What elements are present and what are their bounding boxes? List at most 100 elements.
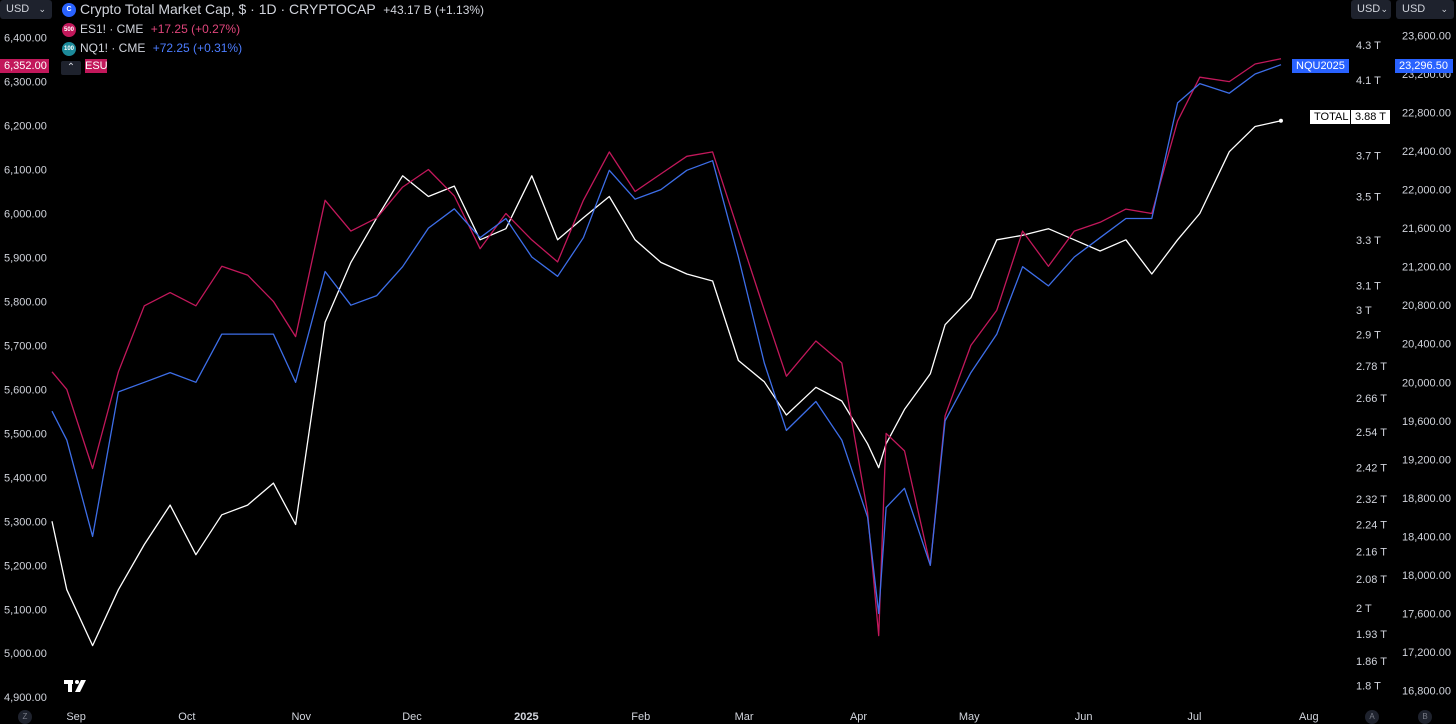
left-axis-tick-label: 5,300.00 (4, 516, 47, 528)
nq-contract-badge: NQU2025 (1292, 59, 1349, 73)
tradingview-logo-icon (64, 680, 86, 692)
legend-main-change: +43.17 B (+1.13%) (383, 3, 485, 17)
mid-axis-tick-label: 4.1 T (1356, 75, 1381, 87)
time-axis: Sep Oct Nov Dec 2025 Feb Mar Apr May Jun Jul Aug (66, 711, 1318, 723)
left-price-axis: 6,400.00 6,300.00 6,200.00 6,100.00 6,000.00… (4, 33, 47, 705)
left-axis-tick-label: 6,300.00 (4, 77, 47, 89)
right-axis-tick-label: 17,200.00 (1402, 647, 1451, 659)
legend-es[interactable]: 500 ES1! · CME +17.25 (+0.27%) (62, 22, 240, 37)
right-axis-tick-label: 20,800.00 (1402, 300, 1451, 312)
time-axis-tick-label: Sep (66, 711, 86, 723)
chevron-up-icon: ⌃ (66, 62, 76, 73)
time-axis-tick-label: Dec (402, 711, 422, 723)
series-lines (51, 58, 1283, 647)
time-axis-tick-label: Mar (735, 711, 754, 723)
time-axis-tick-label: 2025 (514, 711, 538, 723)
left-axis-tick-label: 4,900.00 (4, 692, 47, 704)
es-price-badge: 6,352.00 (0, 59, 49, 73)
right-axis-tick-label: 18,000.00 (1402, 570, 1451, 582)
currency-select-left[interactable]: USD ⌄ (0, 0, 52, 19)
mid-axis-tick-label: 2.32 T (1356, 494, 1387, 506)
legend-nq-change: +72.25 (+0.31%) (152, 41, 243, 55)
mid-axis-tick-label: 2.9 T (1356, 330, 1381, 342)
mid-axis-tick-label: 2.66 T (1356, 393, 1387, 405)
right-axis-tick-label: 22,400.00 (1402, 146, 1451, 158)
chevron-down-icon: ⌄ (38, 4, 46, 14)
chevron-down-icon: ⌄ (1380, 4, 1388, 14)
time-axis-tick-label: Aug (1299, 711, 1319, 723)
right-axis-tick-label: 17,600.00 (1402, 609, 1451, 621)
mid-axis-tick-label: 4.3 T (1356, 40, 1381, 52)
time-axis-tick-label: Apr (850, 711, 867, 723)
right-price-axis: 23,600.0023,200.0022,800.0022,400.0022,0… (1402, 30, 1451, 697)
left-axis-tick-label: 5,600.00 (4, 384, 47, 396)
time-axis-tick-label: Nov (291, 711, 311, 723)
left-axis-tick-label: 6,400.00 (4, 33, 47, 45)
time-axis-tick-label: Feb (631, 711, 650, 723)
auto-scale-button[interactable]: A (1365, 710, 1379, 724)
left-axis-tick-label: 5,700.00 (4, 340, 47, 352)
right-axis-tick-label: 20,000.00 (1402, 377, 1451, 389)
mid-axis-tick-label: 1.93 T (1356, 629, 1387, 641)
legend-main[interactable]: C Crypto Total Market Cap, $ · 1D · CRYPT… (62, 1, 485, 18)
collapse-legend-button[interactable]: ⌃ (61, 61, 81, 75)
nasdaq100-icon: 100 (62, 41, 76, 56)
time-axis-tick-label: May (959, 711, 980, 723)
mid-axis-tick-label: 3.3 T (1356, 235, 1381, 247)
mid-axis-tick-label: 3 T (1356, 305, 1372, 317)
legend-nq-symbol: NQ1! · CME (80, 41, 146, 55)
right-axis-tick-label: 23,600.00 (1402, 30, 1451, 42)
right-axis-tick-label: 16,800.00 (1402, 686, 1451, 698)
log-scale-button[interactable]: B (1418, 710, 1432, 724)
tradingview-logo (64, 678, 92, 694)
nq-series-line (51, 64, 1282, 615)
left-axis-tick-label: 5,900.00 (4, 252, 47, 264)
total-series-line (51, 120, 1282, 647)
currency-select-right[interactable]: USD ⌄ (1396, 0, 1454, 19)
left-axis-tick-label: 5,500.00 (4, 428, 47, 440)
right-axis-tick-label: 22,000.00 (1402, 185, 1451, 197)
legend-es-symbol: ES1! · CME (80, 22, 144, 36)
mid-axis-tick-label: 2.08 T (1356, 574, 1387, 586)
mid-axis-tick-label: 2.16 T (1356, 546, 1387, 558)
mid-axis-tick-label: 3.1 T (1356, 281, 1381, 293)
left-axis-tick-label: 5,800.00 (4, 296, 47, 308)
mid-axis-tick-label: 3.5 T (1356, 192, 1381, 204)
right-axis-tick-label: 22,800.00 (1402, 107, 1451, 119)
right-axis-tick-label: 19,200.00 (1402, 454, 1451, 466)
time-axis-tick-label: Jul (1187, 711, 1201, 723)
mid-axis-tick-label: 2 T (1356, 603, 1372, 615)
chevron-down-icon: ⌄ (1440, 4, 1448, 14)
legend-main-title: Crypto Total Market Cap, $ · 1D · CRYPTO… (80, 1, 376, 17)
mid-axis-tick-label: 2.78 T (1356, 361, 1387, 373)
left-axis-tick-label: 6,000.00 (4, 208, 47, 220)
total-marketcap-axis: 4.3 T4.1 T3.9 T3.7 T3.5 T3.3 T3.1 T3 T2.… (1356, 40, 1387, 692)
right-axis-tick-label: 21,600.00 (1402, 223, 1451, 235)
currency-right-label: USD (1402, 3, 1426, 15)
currency-select-mid[interactable]: USD ⌄ (1351, 0, 1391, 19)
time-axis-tick-label: Jun (1075, 711, 1093, 723)
left-axis-tick-label: 5,200.00 (4, 560, 47, 572)
right-axis-tick-label: 18,400.00 (1402, 531, 1451, 543)
sp500-icon: 500 (62, 22, 76, 37)
total-value-badge: 3.88 T (1350, 110, 1390, 124)
es-contract-badge: ESU2025 (85, 59, 107, 73)
currency-left-label: USD (6, 3, 30, 15)
right-axis-tick-label: 21,200.00 (1402, 262, 1451, 274)
mid-axis-tick-label: 2.42 T (1356, 463, 1387, 475)
reset-zoom-button[interactable]: Z (18, 710, 32, 724)
es-series-line (51, 58, 1282, 637)
legend-es-change: +17.25 (+0.27%) (150, 22, 241, 36)
legend-nq[interactable]: 100 NQ1! · CME +72.25 (+0.31%) (62, 41, 242, 56)
time-axis-tick-label: Oct (178, 711, 195, 723)
nq-price-badge: 23,296.50 (1395, 59, 1453, 73)
cryptocap-icon: C (62, 3, 76, 18)
left-axis-tick-label: 5,400.00 (4, 472, 47, 484)
total-last-point (1278, 118, 1283, 123)
mid-axis-tick-label: 2.24 T (1356, 520, 1387, 532)
right-axis-tick-label: 19,600.00 (1402, 416, 1451, 428)
mid-axis-tick-label: 2.54 T (1356, 427, 1387, 439)
mid-axis-tick-label: 1.8 T (1356, 680, 1381, 692)
right-axis-tick-label: 18,800.00 (1402, 493, 1451, 505)
